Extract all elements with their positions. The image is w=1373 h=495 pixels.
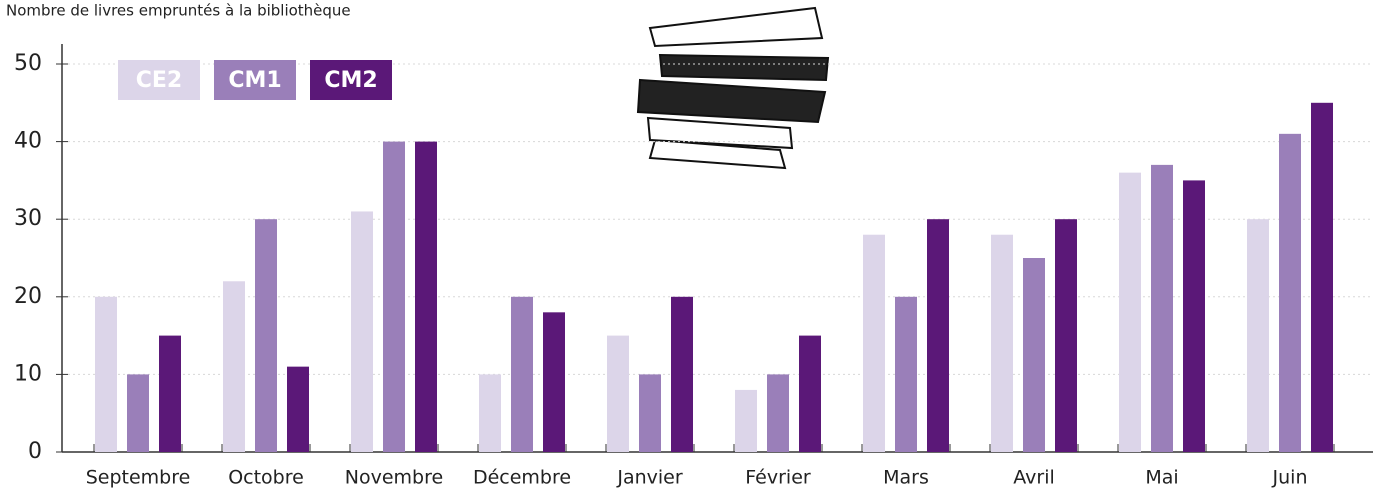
- bar: [543, 312, 565, 452]
- legend-label: CM2: [324, 68, 377, 93]
- bar: [799, 336, 821, 452]
- bar: [255, 219, 277, 452]
- y-tick-label: 0: [28, 439, 42, 464]
- x-tick-label: Décembre: [473, 467, 571, 489]
- bar: [351, 211, 373, 452]
- bar: [479, 374, 501, 452]
- x-tick-label: Mars: [883, 467, 929, 489]
- bar: [1247, 219, 1269, 452]
- chart-title: Nombre de livres empruntés à la biblioth…: [6, 2, 351, 20]
- x-tick-label: Septembre: [86, 467, 191, 489]
- bar: [1311, 103, 1333, 452]
- bar: [1023, 258, 1045, 452]
- x-tick-label: Février: [745, 467, 811, 489]
- book-illustration: [638, 8, 828, 168]
- x-tick-label: Octobre: [228, 467, 304, 489]
- page: Nombre de livres empruntés à la biblioth…: [0, 0, 1373, 495]
- bar: [671, 297, 693, 452]
- y-tick-label: 10: [14, 361, 42, 386]
- x-tick-label: Janvier: [616, 467, 683, 489]
- y-tick-label: 20: [14, 284, 42, 309]
- bar: [767, 374, 789, 452]
- y-tick-label: 50: [14, 51, 42, 76]
- bar: [895, 297, 917, 452]
- bar: [1119, 173, 1141, 452]
- bar: [863, 235, 885, 452]
- bar: [991, 235, 1013, 452]
- x-tick-label: Juin: [1272, 467, 1308, 489]
- legend-label: CE2: [136, 68, 182, 93]
- bar: [1279, 134, 1301, 452]
- bar: [511, 297, 533, 452]
- bar: [1183, 180, 1205, 452]
- bar: [1055, 219, 1077, 452]
- bar: [639, 374, 661, 452]
- x-tick-label: Novembre: [345, 467, 443, 489]
- bar: [95, 297, 117, 452]
- bar: [927, 219, 949, 452]
- x-tick-label: Mai: [1145, 467, 1178, 489]
- x-tick-label: Avril: [1013, 467, 1055, 489]
- bar: [159, 336, 181, 452]
- bar: [127, 374, 149, 452]
- bar: [223, 281, 245, 452]
- bar: [1151, 165, 1173, 452]
- bar: [607, 336, 629, 452]
- bar: [383, 142, 405, 452]
- chart: Nombre de livres empruntés à la biblioth…: [0, 0, 1373, 495]
- y-tick-label: 40: [14, 129, 42, 154]
- bar: [287, 367, 309, 452]
- legend-label: CM1: [228, 68, 281, 93]
- bar: [415, 142, 437, 452]
- bar: [735, 390, 757, 452]
- y-tick-label: 30: [14, 206, 42, 231]
